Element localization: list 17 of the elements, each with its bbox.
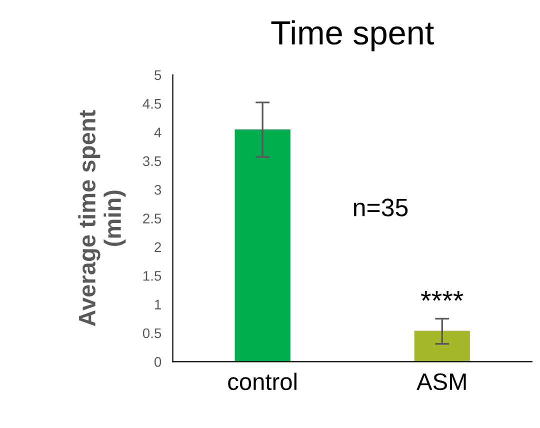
chart-title: Time spent — [271, 20, 434, 52]
y-tick-label: 5 — [154, 70, 162, 80]
y-tick-label: 3.5 — [142, 156, 162, 166]
y-tick-label: 4 — [154, 128, 162, 138]
y-tick-label: 2.5 — [143, 214, 162, 224]
annotation: **** — [420, 290, 464, 301]
y-tick-label: 1.5 — [143, 271, 162, 281]
y-tick-label: 0 — [154, 356, 162, 367]
y-tick-label: 0.5 — [142, 328, 162, 338]
y-tick-label: 2 — [154, 242, 161, 252]
y-axis-title: Average time spent (min) — [78, 110, 126, 326]
annotation: n=35 — [354, 198, 408, 216]
y-tick-label: 3 — [154, 184, 162, 195]
x-tick-label: control — [228, 372, 296, 390]
y-tick-label: 1 — [155, 300, 162, 310]
x-tick-label: ASM — [416, 373, 466, 390]
y-tick-label: 4.5 — [142, 99, 162, 109]
